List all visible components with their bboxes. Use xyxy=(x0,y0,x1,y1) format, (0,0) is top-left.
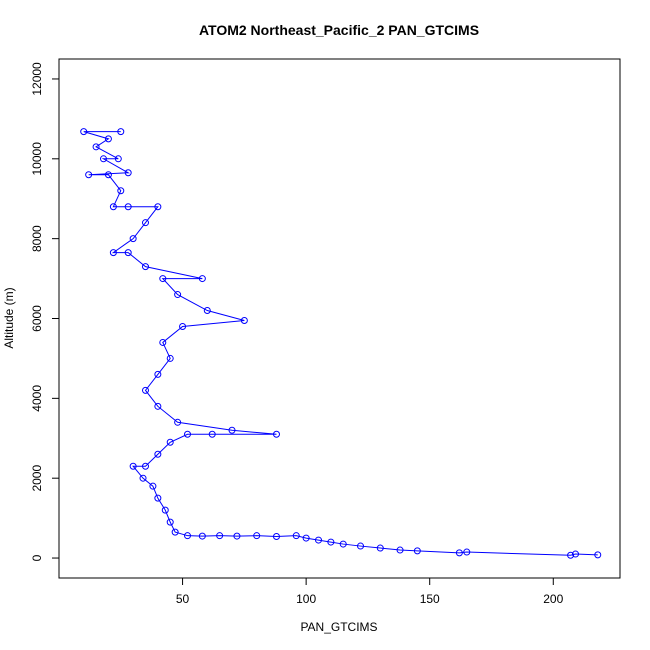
data-point xyxy=(92,143,100,151)
data-point xyxy=(161,506,169,514)
data-point xyxy=(117,128,125,136)
y-tick-label: 4000 xyxy=(30,385,44,412)
data-point xyxy=(174,291,182,299)
chart-title: ATOM2 Northeast_Pacific_2 PAN_GTCIMS xyxy=(199,22,479,38)
data-point xyxy=(272,430,280,438)
data-point xyxy=(114,155,122,163)
y-axis: 0 2000 4000 6000 8000 10000 12000 xyxy=(30,62,60,561)
y-tick-label: 0 xyxy=(30,554,44,561)
data-point xyxy=(339,540,347,548)
y-tick-label: 8000 xyxy=(30,225,44,252)
data-point xyxy=(117,187,125,195)
y-tick-label: 2000 xyxy=(30,465,44,492)
data-point xyxy=(314,536,322,544)
data-point xyxy=(149,482,157,490)
data-point xyxy=(272,532,280,540)
data-point xyxy=(198,275,206,283)
data-point xyxy=(463,548,471,556)
data-point xyxy=(129,235,137,243)
data-point xyxy=(198,532,206,540)
data-point xyxy=(228,426,236,434)
data-point xyxy=(154,402,162,410)
data-point xyxy=(129,462,137,470)
data-point xyxy=(184,430,192,438)
data-point xyxy=(154,203,162,211)
data-point xyxy=(141,462,149,470)
data-point xyxy=(141,219,149,227)
data-point xyxy=(80,128,88,136)
data-point xyxy=(292,532,300,540)
data-point xyxy=(203,307,211,315)
data-series xyxy=(80,128,602,559)
data-point xyxy=(253,532,261,540)
data-point xyxy=(327,538,335,546)
data-point xyxy=(396,546,404,554)
y-tick-label: 10000 xyxy=(30,142,44,176)
data-point xyxy=(141,263,149,271)
data-point xyxy=(104,135,112,143)
data-point xyxy=(139,474,147,482)
x-tick-label: 200 xyxy=(543,592,563,606)
x-axis-label: PAN_GTCIMS xyxy=(300,620,377,634)
data-point xyxy=(302,534,310,542)
data-point xyxy=(99,155,107,163)
data-point xyxy=(85,171,93,179)
data-point xyxy=(216,532,224,540)
y-tick-label: 12000 xyxy=(30,62,44,96)
data-point xyxy=(240,316,248,324)
data-point xyxy=(179,322,187,330)
data-point xyxy=(376,544,384,552)
data-point xyxy=(171,528,179,536)
data-point xyxy=(154,450,162,458)
data-point xyxy=(109,203,117,211)
series-line xyxy=(83,131,598,556)
data-point xyxy=(166,518,174,526)
data-point xyxy=(233,532,241,540)
data-point xyxy=(154,370,162,378)
x-tick-label: 100 xyxy=(296,592,316,606)
data-point xyxy=(124,249,132,257)
data-point xyxy=(572,550,580,558)
data-point xyxy=(413,547,421,555)
data-point xyxy=(567,551,575,559)
data-point xyxy=(455,549,463,557)
y-tick-label: 6000 xyxy=(30,305,44,332)
data-point xyxy=(357,542,365,550)
data-point xyxy=(208,430,216,438)
data-point xyxy=(109,249,117,257)
data-point xyxy=(154,494,162,502)
data-point xyxy=(166,354,174,362)
data-point xyxy=(174,418,182,426)
data-point xyxy=(141,386,149,394)
y-axis-label: Altitude (m) xyxy=(2,287,16,348)
data-point xyxy=(124,203,132,211)
data-point xyxy=(184,532,192,540)
data-point xyxy=(594,551,602,559)
data-point xyxy=(166,438,174,446)
x-tick-label: 150 xyxy=(420,592,440,606)
x-tick-label: 50 xyxy=(176,592,190,606)
x-axis: 50 100 150 200 xyxy=(176,577,564,606)
data-point xyxy=(159,275,167,283)
data-point xyxy=(104,171,112,179)
data-point xyxy=(159,338,167,346)
data-point xyxy=(124,169,132,177)
